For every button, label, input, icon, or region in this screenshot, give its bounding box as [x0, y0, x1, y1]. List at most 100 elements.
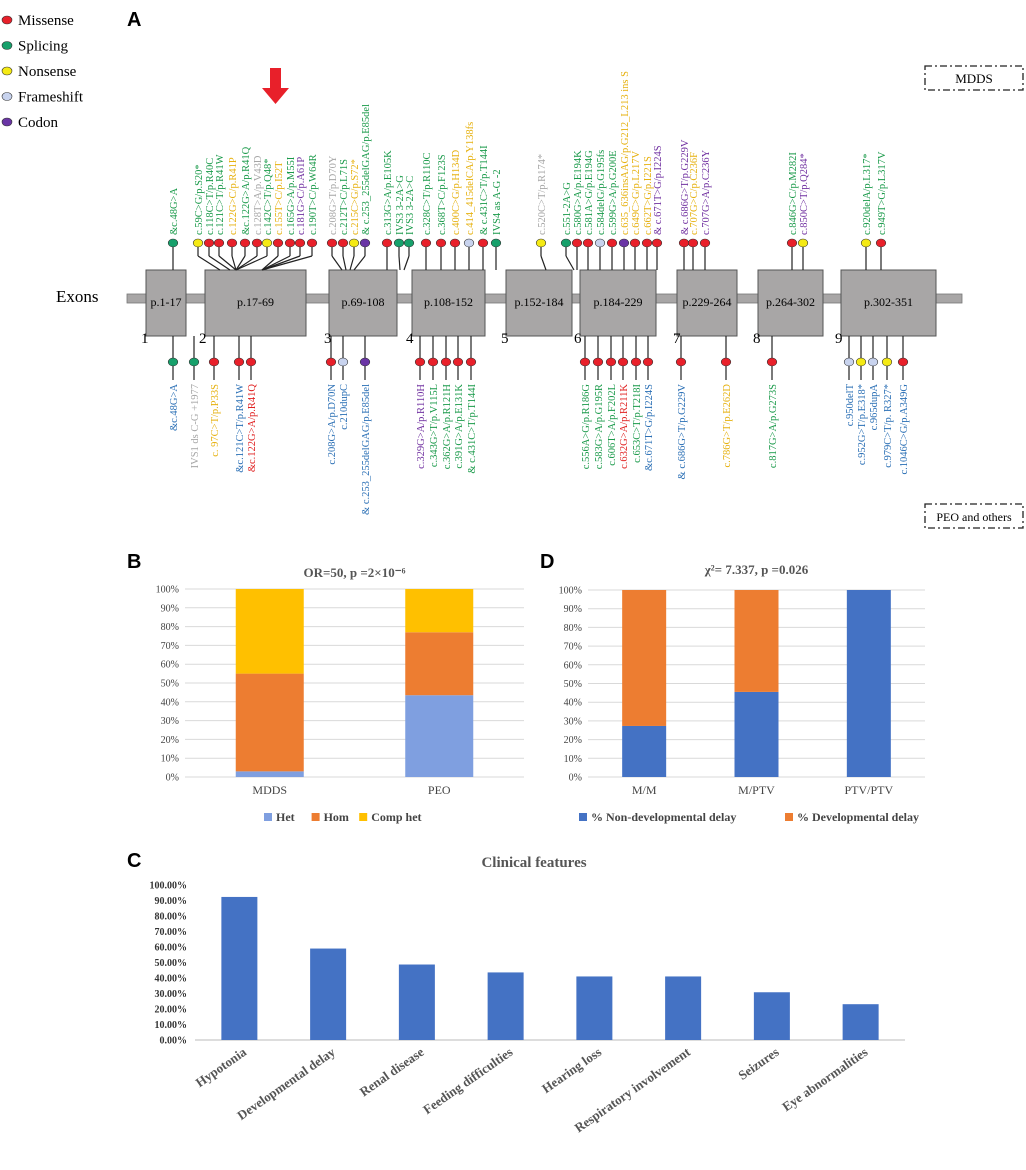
variant-marker-nonsense: [535, 238, 547, 248]
chart-title: Clinical features: [481, 855, 586, 871]
x-tick-label: PEO: [428, 783, 451, 797]
variant-stem: [235, 255, 246, 271]
variant-marker-missense: [325, 357, 337, 367]
exon-number: 6: [574, 331, 582, 347]
exon-box: [676, 269, 738, 337]
variant-marker-splicing: [188, 357, 200, 367]
variant-marker-nonsense: [797, 238, 809, 248]
variant-bottom-label: c.343G>T/p.V115L: [429, 384, 440, 467]
y-tick-label: 40.00%: [155, 974, 188, 985]
bar-segment--non-developmental-delay: [622, 725, 667, 777]
variant-bottom: &c.121C>T/p.R41W: [233, 336, 246, 473]
variant-top: c.599G>A/p.G200E: [606, 150, 619, 270]
variant-top: c.122G>C/p.R41P: [226, 157, 239, 271]
variant-marker-missense: [427, 357, 439, 367]
variant-bottom-label: c.979C>T/p. R327*: [883, 384, 894, 468]
chart-title: OR=50, p =2×10⁻⁶: [304, 565, 406, 580]
y-tick-label: 10%: [564, 754, 582, 765]
variant-marker-missense: [592, 357, 604, 367]
variant-top: c.208G>T/p.D70Y: [326, 155, 343, 271]
variant-marker-missense: [687, 238, 699, 248]
y-tick-label: 10.00%: [155, 1020, 188, 1031]
y-tick-label: 30.00%: [155, 989, 188, 1000]
exon-number: 2: [199, 331, 207, 347]
variant-bottom-label: c.1046C>G/p.A349G: [899, 384, 910, 475]
variant-marker-missense: [284, 238, 296, 248]
y-tick-label: 70%: [564, 642, 582, 653]
variant-bottom: c.210dupC: [337, 336, 350, 430]
variant-top-label: c.707G>A/p.C236Y: [701, 149, 712, 235]
legend-marker: [1, 117, 13, 127]
variant-top-label: c.846G>C/p.M282I: [788, 152, 799, 235]
legend-entry: Comp het: [371, 810, 421, 824]
variant-bottom-label: c.653C>T/p.T218I: [632, 383, 643, 462]
variant-marker-missense: [294, 238, 306, 248]
variant-bottom-label: c.391G>A/p.E131K: [454, 384, 465, 469]
variant-marker-missense: [617, 357, 629, 367]
variant-marker-nonsense: [192, 238, 204, 248]
variant-stem: [331, 255, 343, 271]
variant-top: c.520C>T/p.R174*: [535, 154, 548, 271]
legend-swatch: [311, 813, 320, 821]
bar-segment-comp-het: [405, 589, 474, 633]
x-tick-label: Developmental delay: [234, 1044, 338, 1123]
bar-segment--non-developmental-delay: [734, 691, 779, 777]
variant-stem: [261, 255, 313, 271]
variant-top-label: c.128T>A/p.V43D: [253, 155, 264, 235]
variant-bottom-label: &c.671T>G/p.I224S: [644, 384, 655, 471]
y-tick-label: 10%: [161, 754, 179, 765]
y-tick-label: 0%: [569, 773, 582, 784]
variant-bottom: c.817G>A/p.G273S: [766, 336, 779, 468]
red-arrow: [262, 68, 289, 104]
variant-bottom: c.1046C>G/p.A349G: [897, 336, 910, 475]
variant-marker-missense: [579, 357, 591, 367]
variant-top: c.414_415delCA/p.Y138fs: [463, 122, 476, 270]
exon-label: p.1-17: [151, 295, 182, 309]
x-tick-label: PTV/PTV: [844, 783, 893, 797]
variant-top: c.121C>T/p.R41W: [213, 154, 237, 271]
variant-top-label: c.118C>T/p.R40C: [205, 158, 216, 235]
variant-top-label: c.949T>G/p.L317V: [877, 151, 888, 235]
legend-entry: Hom: [324, 810, 349, 824]
variant-stem: [353, 255, 366, 271]
variant-top: c.707G>A/p.C236Y: [699, 149, 712, 270]
variant-top: c.400C>G/p.H134D: [449, 149, 462, 270]
legend-entry: % Non-developmental delay: [591, 810, 736, 824]
variant-top: c.128T>A/p.V43D: [235, 155, 264, 271]
variant-marker-missense: [306, 238, 318, 248]
variant-marker-missense: [208, 357, 220, 367]
variant-marker-missense: [440, 357, 452, 367]
variant-top-label: &c.122G>A/p.R41Q: [241, 146, 252, 235]
variant-marker-missense: [675, 357, 687, 367]
variant-stem: [565, 255, 575, 271]
legend-label: Nonsense: [18, 64, 77, 80]
exon-label: p.184-229: [594, 295, 643, 309]
variant-bottom-label: c.950delT: [845, 383, 856, 426]
bar: [842, 1004, 879, 1040]
variant-top-label: c.208G>T/p.D70Y: [328, 155, 339, 235]
variant-bottom-label: &c.48G>A: [169, 384, 180, 431]
legend-entry: % Developmental delay: [797, 810, 919, 824]
exon-box: [411, 269, 486, 337]
variant-marker-missense: [326, 238, 338, 248]
bar-segment-hom: [405, 632, 474, 696]
variant-marker-missense: [251, 238, 263, 248]
exon-number: 1: [141, 331, 149, 347]
legend-marker: [1, 92, 13, 101]
legend-label: Splicing: [18, 39, 69, 55]
variant-marker-missense: [720, 357, 732, 367]
variant-bottom: c.606T>A/p.F202L: [605, 336, 618, 466]
y-tick-label: 60.00%: [155, 943, 188, 954]
variant-marker-missense: [875, 238, 887, 248]
variant-bottom: c.583G>A/p.G195R: [592, 336, 605, 469]
variant-bottom-label: &c.121C>T/p.R41W: [235, 384, 246, 473]
exon-label: p.264-302: [766, 295, 815, 309]
variant-top-label: c.400C>G/p.H134D: [451, 149, 462, 235]
variant-top: & c.431C>T/p.T144I: [477, 145, 490, 270]
variant-top-label: c.328C>T/p.R110C: [422, 152, 433, 235]
variant-bottom-label: & c.253_255delGAG/p.E85del: [361, 384, 372, 515]
panel-d-letter: D: [540, 551, 554, 573]
x-tick-label: MDDS: [252, 783, 287, 797]
variant-top-label: & c.253_255delGAG/p.E85del: [361, 104, 372, 235]
y-tick-label: 90%: [161, 603, 179, 614]
